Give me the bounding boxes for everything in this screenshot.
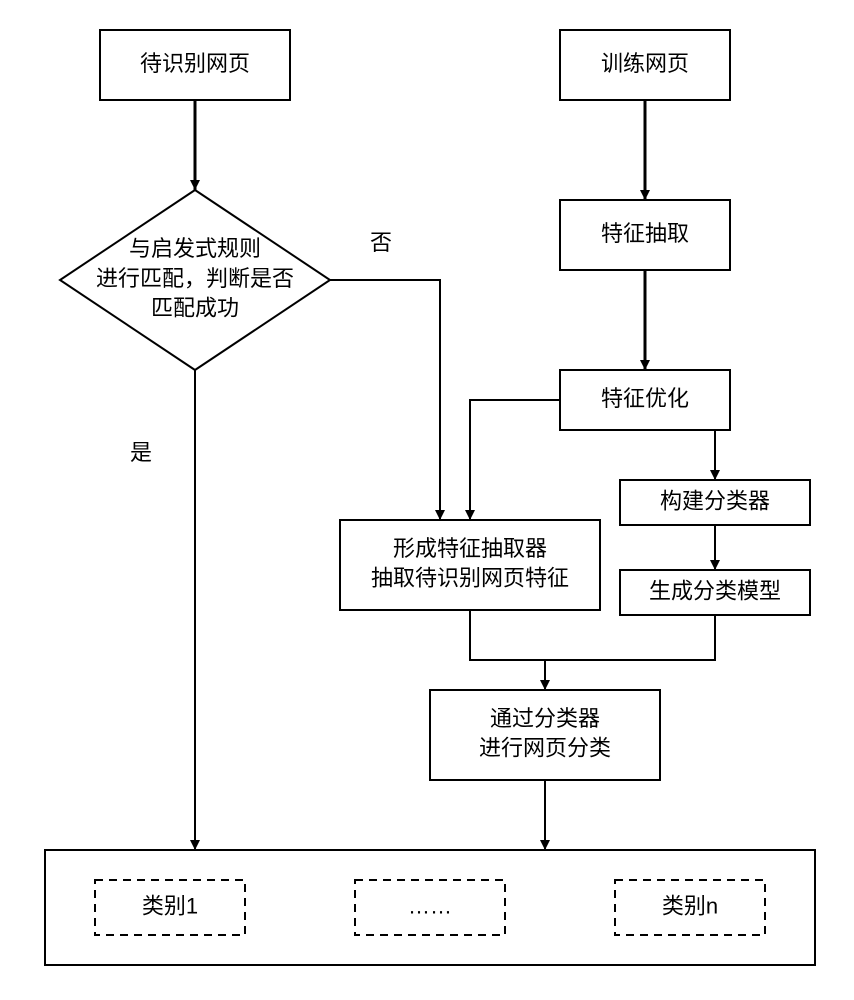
node-input_left-label: 待识别网页 [140, 51, 250, 76]
node-input_right-label: 训练网页 [601, 51, 689, 76]
node-classify-label: 通过分类器 [490, 706, 600, 731]
node-catn-label: 类别n [662, 893, 718, 918]
edge-9 [470, 610, 545, 660]
edge-7 [470, 400, 560, 520]
node-decision-label: 进行匹配，判断是否 [96, 266, 294, 291]
node-feat_extract-label: 特征抽取 [601, 221, 689, 246]
edge-8 [545, 615, 715, 690]
node-feat_opt-label: 特征优化 [601, 386, 689, 411]
node-build_clf-label: 构建分类器 [660, 488, 770, 513]
node-classify-label: 进行网页分类 [479, 736, 611, 761]
node-cat1-label: 类别1 [142, 893, 198, 918]
node-dots-label: …… [408, 893, 452, 918]
node-decision-label: 匹配成功 [151, 296, 239, 321]
label-no: 否 [370, 230, 392, 255]
node-decision-label: 与启发式规则 [129, 236, 261, 261]
node-extractor-label: 形成特征抽取器 [393, 536, 547, 561]
node-extractor-label: 抽取待识别网页特征 [371, 566, 569, 591]
label-yes: 是 [130, 440, 152, 465]
edge-3 [330, 280, 440, 520]
node-gen_model-label: 生成分类模型 [649, 578, 781, 603]
